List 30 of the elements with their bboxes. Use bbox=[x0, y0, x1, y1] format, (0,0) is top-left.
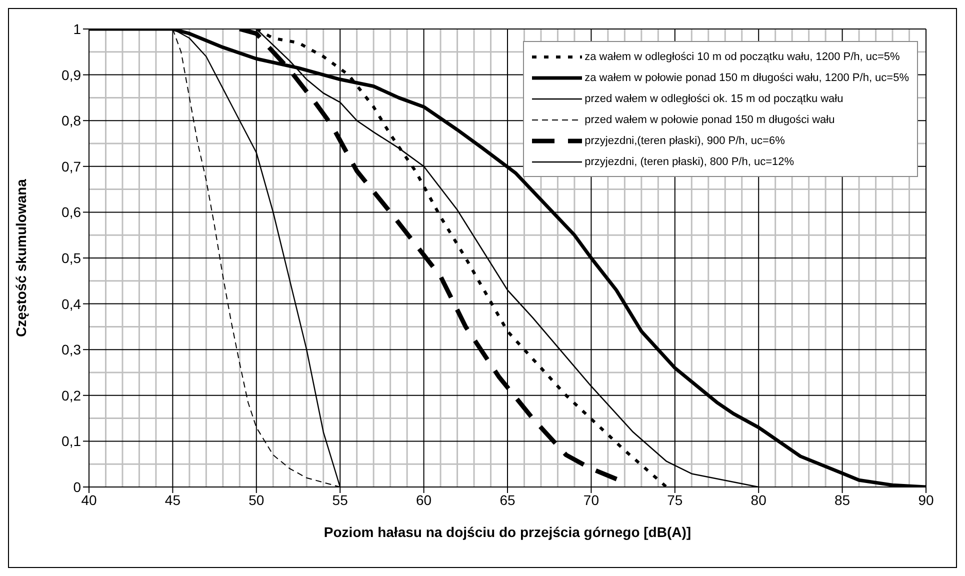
legend-label: przyjezdni,(teren płaski), 900 P/h, uc=6% bbox=[584, 134, 785, 146]
legend-label: przed wałem w połowie ponad 150 m długości wału bbox=[584, 114, 835, 126]
x-tick-label: 75 bbox=[667, 492, 683, 508]
y-tick-label: 0,6 bbox=[62, 204, 82, 220]
x-tick-label: 55 bbox=[332, 492, 348, 508]
x-tick-label: 70 bbox=[583, 492, 600, 508]
y-tick-label: 0,1 bbox=[62, 433, 82, 450]
y-tick-label: 0,3 bbox=[62, 342, 82, 358]
x-tick-label: 40 bbox=[81, 492, 97, 508]
y-tick-label: 0 bbox=[73, 478, 82, 495]
x-tick-label: 45 bbox=[164, 492, 181, 508]
x-tick-label: 60 bbox=[416, 492, 432, 508]
x-tick-label: 65 bbox=[500, 492, 516, 508]
y-tick-label: 0,9 bbox=[62, 66, 82, 83]
x-tick-label: 50 bbox=[248, 492, 264, 508]
legend-label: za wałem w połowie ponad 150 m długości wału, 1200 P/h, uc=5% bbox=[584, 72, 909, 84]
y-tick-label: 0,2 bbox=[62, 387, 82, 404]
x-tick-label: 90 bbox=[918, 492, 934, 508]
x-tick-label: 80 bbox=[750, 492, 767, 508]
y-tick-label: 1 bbox=[73, 20, 82, 37]
y-tick-label: 0,7 bbox=[62, 158, 82, 174]
y-tick-label: 0,5 bbox=[62, 250, 82, 266]
legend-label: za wałem w odległości 10 m od początku wału, 1200 P/h, uc=5% bbox=[584, 50, 900, 62]
y-tick-label: 0,8 bbox=[62, 112, 82, 129]
x-tick-label: 85 bbox=[834, 492, 850, 508]
y-tick-label: 0,4 bbox=[62, 296, 82, 312]
legend-label: przed wałem w odległości ok. 15 m od początku wału bbox=[584, 92, 844, 104]
legend-label: przyjezdni, (teren płaski), 800 P/h, uc=12% bbox=[584, 156, 794, 168]
x-axis-title: Poziom hałasu na dojściu do przejścia górnego [dB(A)] bbox=[324, 524, 692, 540]
y-axis-title: Częstość skumulowana bbox=[12, 178, 29, 337]
